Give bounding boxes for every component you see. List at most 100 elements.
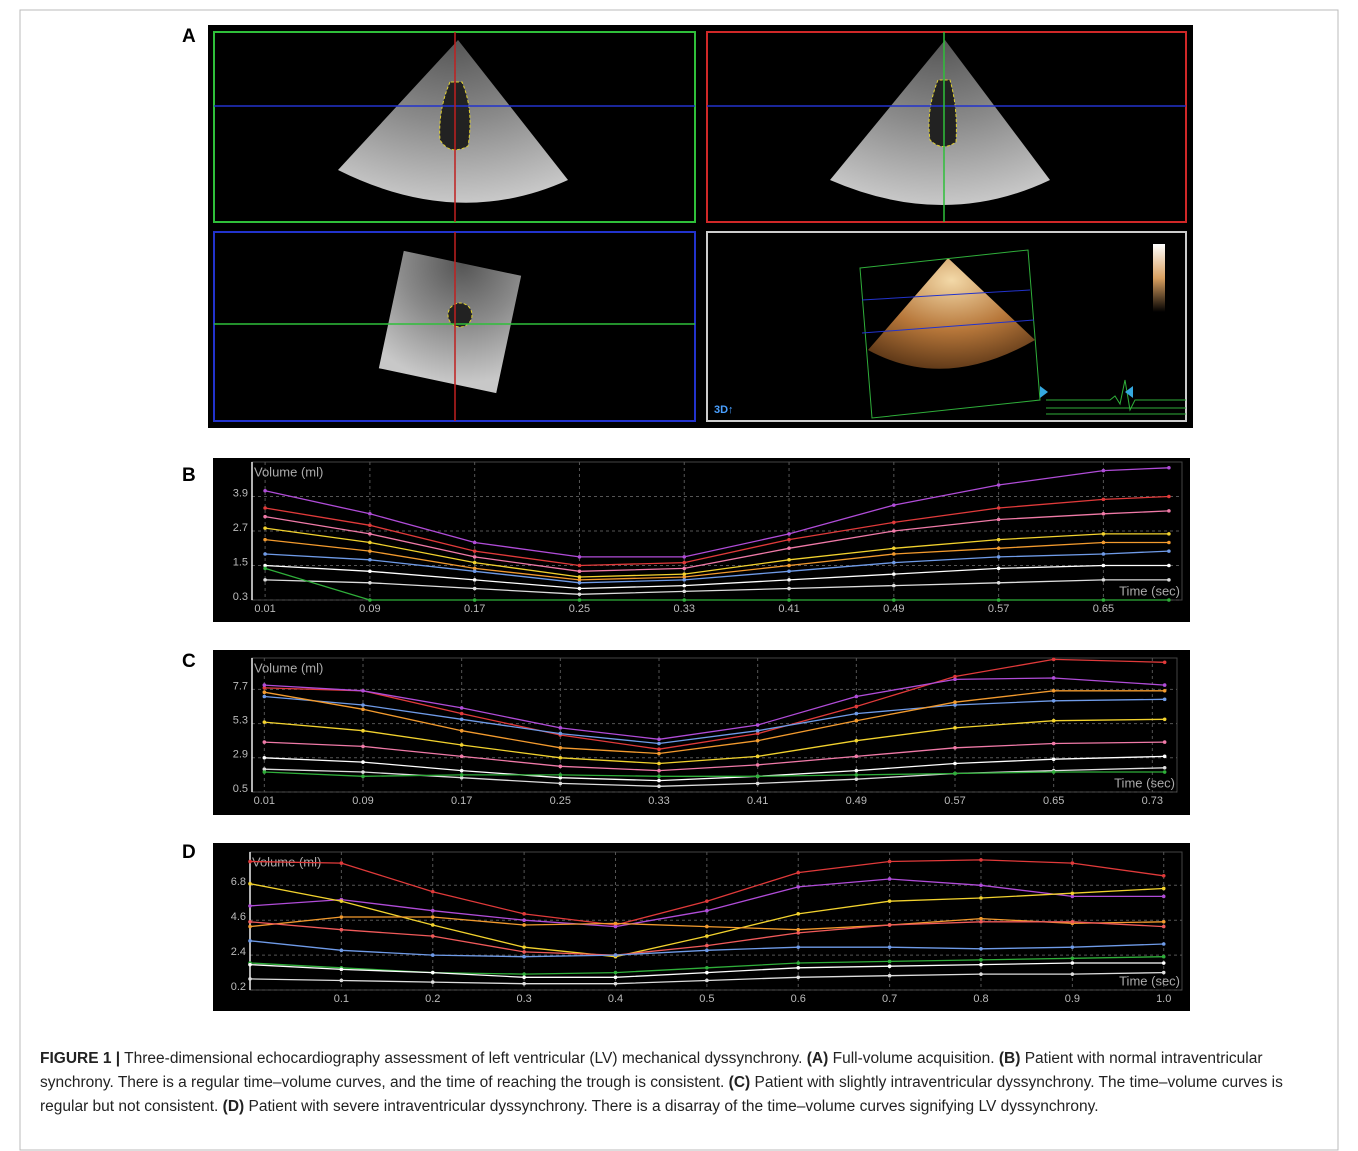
series-point [248,939,252,943]
series-point [1167,598,1171,602]
series-point [979,858,983,862]
series-point [1102,541,1106,545]
series-point [855,719,859,723]
series-point [796,885,800,889]
series-point [263,506,267,510]
caption-emphasis: (D) [223,1098,245,1115]
caption-emphasis: FIGURE 1 | [40,1050,120,1067]
series-point [953,762,957,766]
series-point [682,561,686,565]
series-point [997,567,1001,571]
series-point [473,561,477,565]
y-tick-label: 0.2 [231,981,246,993]
series-point [953,746,957,750]
series-point [473,569,477,573]
volume-chart: 0.52.95.37.70.010.090.170.250.330.410.49… [213,650,1190,815]
series-point [953,726,957,730]
series-point [1071,920,1075,924]
series-point [705,971,709,975]
x-tick-label: 0.57 [944,795,965,807]
x-tick-label: 0.2 [425,993,440,1005]
series-point [979,972,983,976]
series-point [361,708,365,712]
series-point [473,555,477,559]
series-point [888,945,892,949]
series-point [787,587,791,591]
series-point [787,538,791,542]
series-point [705,899,709,903]
panel-a: 3D↑ [208,25,1193,428]
series-point [361,729,365,733]
series-point [787,564,791,568]
series-point [1167,466,1171,470]
series-point [787,569,791,573]
series-point [340,861,344,865]
series-point [559,732,563,736]
series-point [559,756,563,760]
series-point [522,945,526,949]
series-point [1162,971,1166,975]
series-point [657,775,661,779]
series-point [559,746,563,750]
series-point [522,950,526,954]
x-tick-label: 0.5 [699,993,714,1005]
series-point [787,558,791,562]
series-point [855,755,859,759]
series-point [705,909,709,913]
panel-label: B [182,465,196,486]
y-tick-label: 0.5 [233,783,248,795]
x-tick-label: 0.01 [254,603,275,615]
series-point [997,518,1001,522]
series-point [892,572,896,576]
series-point [522,972,526,976]
volume-chart: 0.31.52.73.90.010.090.170.250.330.410.49… [213,458,1190,622]
series-point [340,915,344,919]
x-axis-label: Time (sec) [1119,973,1180,988]
series-point [263,526,267,530]
series-point [796,928,800,932]
series-point [888,899,892,903]
series-point [460,743,464,747]
series-point [682,598,686,602]
series-point [368,558,372,562]
series-point [263,756,267,760]
series-point [1163,689,1167,693]
series-point [796,931,800,935]
series-point [431,953,435,957]
series-point [1167,541,1171,545]
x-tick-label: 0.49 [883,603,904,615]
series-point [340,928,344,932]
series-point [756,782,760,786]
series-point [263,489,267,493]
series-point [682,584,686,588]
series-point [997,598,1001,602]
series-point [522,955,526,959]
x-tick-label: 0.8 [973,993,988,1005]
series-point [431,915,435,919]
x-tick-label: 0.6 [791,993,806,1005]
series-point [1052,757,1056,761]
series-point [979,947,983,951]
series-point [1102,498,1106,502]
series-point [263,567,267,571]
series-point [1052,676,1056,680]
series-point [1163,766,1167,770]
x-tick-label: 1.0 [1156,993,1171,1005]
series-point [796,961,800,965]
series-point [1167,532,1171,536]
series-point [368,549,372,553]
series-point [473,587,477,591]
series-point [997,581,1001,585]
series-point [460,717,464,721]
series-point [1071,956,1075,960]
series-point [248,925,252,929]
series-point [705,966,709,970]
series-point [361,770,365,774]
series-point [657,737,661,741]
series-point [888,923,892,927]
series-point [997,483,1001,487]
series-point [578,598,582,602]
panel-label: C [182,651,196,672]
series-point [979,896,983,900]
